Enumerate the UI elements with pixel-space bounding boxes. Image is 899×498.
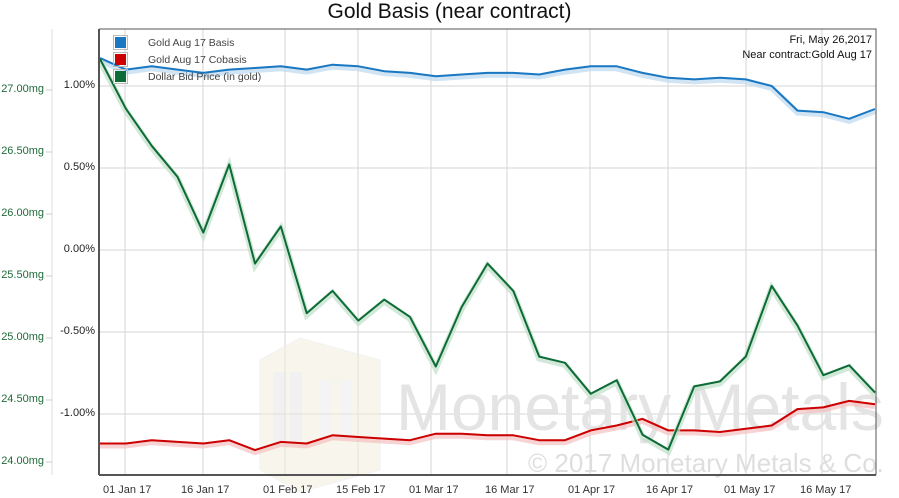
x-tick-label: 01 Mar 17	[409, 484, 459, 496]
mg-tick-label: 27.00mg	[1, 83, 44, 95]
pct-tick-label: 0.00%	[63, 243, 95, 255]
pct-tick-label: -0.50%	[60, 325, 95, 337]
legend-item-basis[interactable]: Gold Aug 17 Basis	[113, 34, 261, 51]
chart-title: Gold Basis (near contract)	[327, 0, 572, 23]
series-dollar-bid-line	[99, 58, 876, 451]
mg-tick-label: 26.50mg	[1, 145, 44, 157]
legend-label: Dollar Bid Price (in gold)	[148, 70, 262, 83]
x-tick-label: 16 Apr 17	[646, 484, 694, 496]
legend: Gold Aug 17 Basis Gold Aug 17 Cobasis Do…	[113, 34, 261, 85]
x-tick-label: 01 Feb 17	[263, 484, 313, 496]
x-tick-label: 01 Jan 17	[103, 484, 152, 496]
info-date: Fri, May 26,2017	[789, 34, 872, 46]
pct-tick-label: -1.00%	[60, 407, 95, 419]
x-tick-label: 16 Mar 17	[485, 484, 535, 496]
mg-tick-label: 26.00mg	[1, 207, 44, 219]
legend-label: Gold Aug 17 Cobasis	[148, 53, 247, 66]
pct-tick-label: 1.00%	[63, 79, 95, 91]
mg-tick-label: 24.50mg	[1, 393, 44, 405]
legend-item-dollar-bid[interactable]: Dollar Bid Price (in gold)	[113, 68, 261, 85]
watermark-copyright: © 2017 Monetary Metals & Co.	[528, 448, 884, 478]
x-tick-label: 15 Feb 17	[336, 484, 386, 496]
x-tick-label: 16 Jan 17	[181, 484, 230, 496]
plot-frame	[99, 28, 877, 475]
mg-tick-label: 25.50mg	[1, 269, 44, 281]
x-tick-label: 01 May 17	[724, 484, 776, 496]
x-tick-label: 16 May 17	[800, 484, 852, 496]
legend-swatch-cobasis	[113, 52, 128, 67]
info-contract: Near contract:Gold Aug 17	[742, 49, 872, 61]
mg-tick-label: 25.00mg	[1, 331, 44, 343]
series-cobasis-line	[100, 399, 876, 452]
x-tick-label: 01 Apr 17	[568, 484, 616, 496]
mg-tick-label: 24.00mg	[1, 455, 44, 467]
watermark-logo	[259, 337, 381, 493]
legend-swatch-basis	[113, 35, 128, 50]
legend-swatch-dollar-bid	[113, 69, 128, 84]
legend-item-cobasis[interactable]: Gold Aug 17 Cobasis	[113, 51, 261, 68]
legend-label: Gold Aug 17 Basis	[148, 36, 235, 49]
series-basis-line	[99, 57, 876, 120]
info-box: Fri, May 26,2017 Near contract:Gold Aug …	[742, 33, 872, 63]
pct-tick-label: 0.50%	[63, 161, 95, 173]
